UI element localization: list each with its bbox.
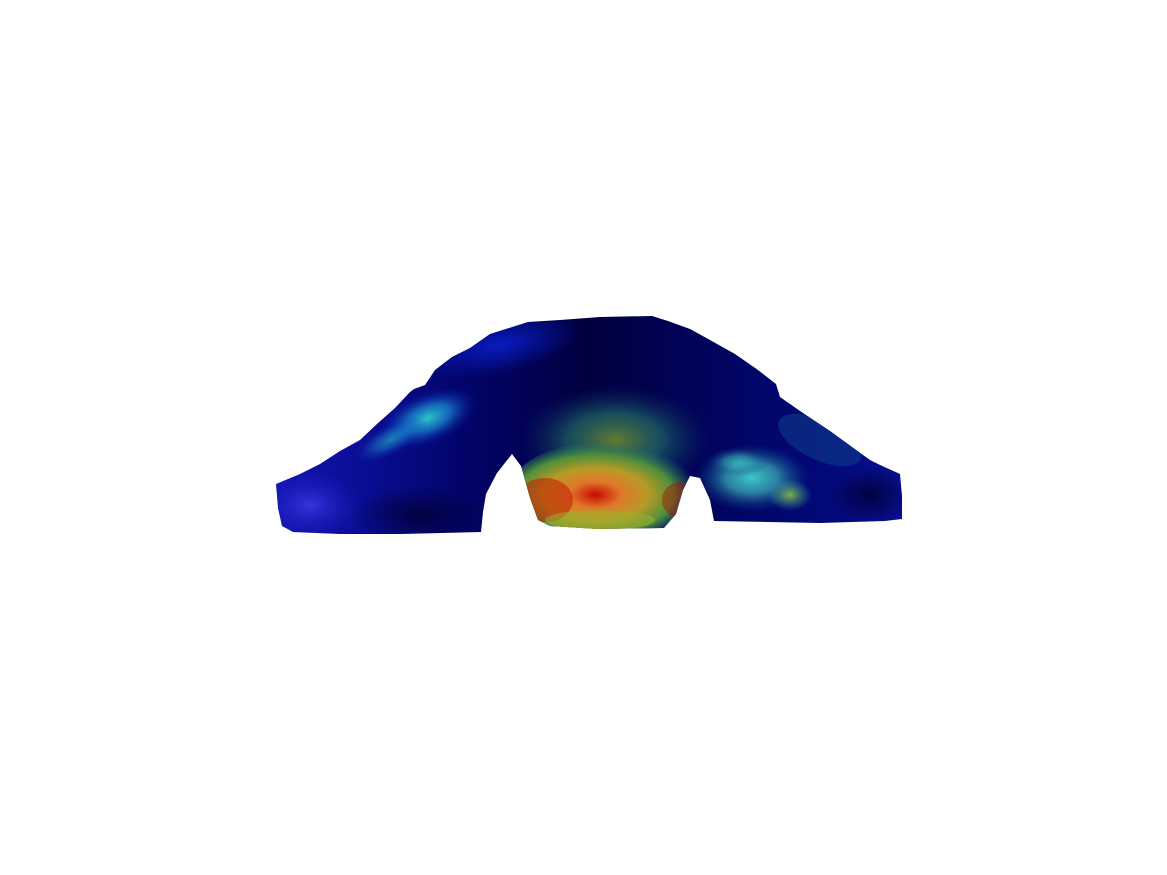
car-body	[276, 316, 902, 534]
front-bumper-region	[276, 470, 365, 534]
